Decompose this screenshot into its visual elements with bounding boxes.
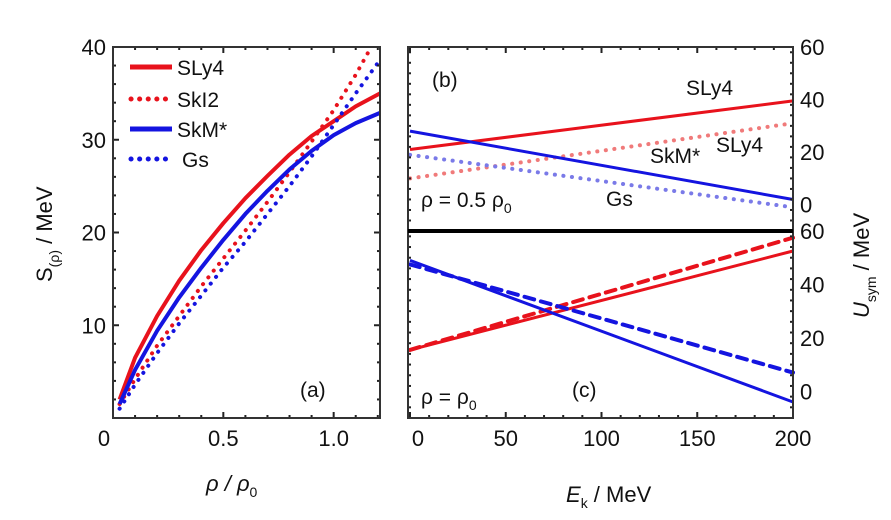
panel-c-condition-main: ρ = ρ (421, 386, 469, 409)
panel-a-y-title: S(ρ) / MeV (32, 186, 62, 282)
panel-b-annotation-sly4-dotted: SLy4 (716, 134, 763, 157)
legend-label-gs: Gs (182, 149, 209, 172)
x-tick-label: 200 (775, 426, 812, 451)
panel-a-curves (117, 45, 382, 411)
panel-b-condition: ρ = 0.5 ρ0 (421, 189, 512, 216)
y-title-rest: / MeV (32, 186, 57, 250)
y-tick-label: 30 (82, 128, 106, 153)
panel-b-condition-sub: 0 (504, 200, 512, 216)
usym-title-main: U (849, 302, 874, 318)
x-tick-label: 100 (583, 426, 620, 451)
ek-title-sub: k (581, 495, 589, 511)
y-tick-label: 20 (82, 221, 106, 246)
right-y-tick-label-b: 20 (800, 140, 824, 165)
series-line-c-0 (409, 249, 794, 352)
series-line-a-2 (117, 111, 381, 405)
x-tick-label: 0 (412, 426, 424, 451)
panel-a-x0-label: 0 (98, 426, 110, 451)
panel-c-x-title: Ek / MeV (566, 482, 652, 511)
panel-c-condition: ρ = ρ0 (421, 386, 477, 413)
y-tick-label: 40 (82, 35, 106, 60)
panel-c-label: (c) (572, 379, 597, 402)
panel-b-annotation-gs: Gs (606, 188, 633, 211)
right-y-tick-label-b: 0 (800, 193, 812, 218)
panel-b-annotation-skm: SkM* (650, 145, 700, 168)
series-line-c-3 (408, 262, 795, 375)
x-tick-label: 0.5 (208, 426, 239, 451)
series-line-c-1 (408, 235, 795, 352)
panel-b-condition-main: ρ = 0.5 ρ (421, 189, 504, 212)
legend: SLy4 SkI2 SkM* Gs (128, 57, 227, 172)
legend-label-ski2: SkI2 (177, 89, 219, 112)
panel-c-curves (408, 235, 795, 404)
panel-c-condition-sub: 0 (469, 397, 477, 413)
series-line-a-0 (117, 91, 381, 401)
right-y-tick-label-b: 60 (800, 35, 824, 60)
x-title-sub: 0 (250, 484, 258, 500)
x-tick-label: 1.0 (318, 426, 349, 451)
y-title-sub: (ρ) (46, 250, 62, 267)
ek-title-main: E (566, 482, 581, 507)
right-y-tick-label-c: 40 (800, 272, 824, 297)
right-y-tick-label-c: 0 (800, 379, 812, 404)
series-line-a-3 (117, 58, 382, 411)
usym-title-sub: sym (863, 276, 879, 302)
x-title-main: ρ / ρ (205, 471, 250, 496)
panel-a-frame (112, 46, 381, 419)
panel-a-ticks (112, 46, 380, 419)
panel-a-tick-labels: 0.5 1.0 10 20 30 40 (82, 35, 349, 451)
x-tick-label: 150 (679, 426, 716, 451)
y-tick-label: 10 (82, 313, 106, 338)
panel-a: 0.5 1.0 10 20 30 40 0 SLy4 SkI2 SkM* Gs (a) ρ… (32, 35, 382, 500)
panel-b-label: (b) (432, 69, 458, 92)
usym-title-rest: / MeV (849, 213, 874, 277)
panel-b-curves (408, 99, 795, 210)
y-title-main: S (32, 267, 57, 282)
legend-label-skm: SkM* (177, 119, 227, 142)
right-y-title: Usym / MeV (849, 213, 879, 318)
series-line-a-1 (117, 45, 374, 407)
panel-b-annotation-sly4-solid: SLy4 (686, 77, 733, 100)
ek-title-rest: / MeV (588, 482, 652, 507)
series-line-b-2 (409, 129, 794, 201)
legend-label-sly4: SLy4 (177, 57, 224, 80)
right-y-tick-label-b: 40 (800, 88, 824, 113)
x-tick-label: 50 (494, 426, 518, 451)
right-y-tick-label-c: 60 (800, 219, 824, 244)
right-y-tick-label-c: 20 (800, 326, 824, 351)
panel-a-label: (a) (300, 379, 326, 402)
panel-a-x-title: ρ / ρ0 (205, 471, 258, 500)
